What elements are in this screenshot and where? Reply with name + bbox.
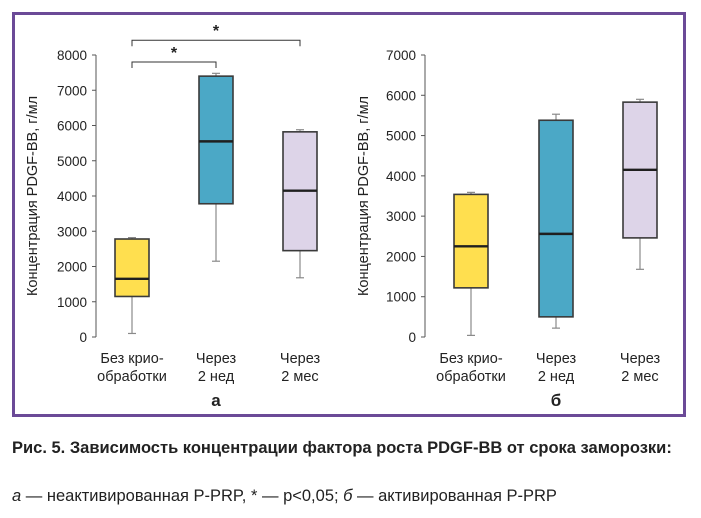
y-tick-label: 5000 [57, 154, 87, 169]
y-tick-label: 7000 [386, 48, 416, 63]
x-category-label: Через [280, 351, 321, 367]
figure-caption-legend: а — неактивированная P-PRP, * — p<0,05; … [12, 485, 692, 507]
y-tick-label: 1000 [57, 295, 87, 310]
y-tick-label: 4000 [57, 189, 87, 204]
y-axis-label: Концентрация PDGF-BB, г/мл [25, 96, 41, 296]
box [198, 75, 234, 205]
y-tick-label: 6000 [57, 119, 87, 134]
y-tick-label: 3000 [386, 209, 416, 224]
chart-panel-b: 0 1000 2000 3000 4000 5000 6000 7000 Концентраци… [356, 48, 660, 410]
y-tick-label: 5000 [386, 129, 416, 144]
x-category-label: обработки [97, 369, 167, 385]
y-axis-label: Концентрация PDGF-BB, г/мл [356, 96, 372, 296]
x-category-label: 2 мес [621, 369, 658, 385]
y-tick-label: 7000 [57, 83, 87, 98]
caption-text-a: — неактивированная P-PRP, * — p<0,05; [21, 487, 344, 505]
y-tick-label: 8000 [57, 48, 87, 63]
x-category-label: 2 нед [538, 369, 575, 385]
caption-letter-b: б [343, 487, 353, 505]
figure-frame: 0 1000 2000 3000 4000 5000 6000 7000 8000 Концент… [12, 12, 686, 417]
box [538, 119, 574, 318]
caption-text-b: — активированная P-PRP [352, 487, 557, 505]
figure-caption-title: Рис. 5. Зависимость концентрации фактора… [12, 439, 672, 457]
x-category-label: 2 нед [198, 369, 235, 385]
panel-label: б [551, 391, 562, 410]
x-category-label: 2 мес [281, 369, 318, 385]
significance-marker: * [171, 45, 178, 62]
y-tick-label: 2000 [386, 249, 416, 264]
significance-bracket [131, 39, 301, 47]
y-tick-label: 0 [408, 330, 416, 345]
chart-panel-a: 0 1000 2000 3000 4000 5000 6000 7000 8000 Концент… [25, 23, 320, 410]
panel-label: а [211, 391, 221, 410]
boxplot-figure: 0 1000 2000 3000 4000 5000 6000 7000 8000 Концент… [25, 23, 660, 410]
caption-letter-a: а [12, 487, 22, 505]
x-category-label: Через [196, 351, 237, 367]
x-category-label: обработки [436, 369, 506, 385]
x-category-label: Без крио- [100, 351, 164, 367]
x-category-label: Через [620, 351, 661, 367]
x-category-label: Через [536, 351, 577, 367]
y-tick-label: 1000 [386, 290, 416, 305]
y-tick-label: 3000 [57, 224, 87, 239]
significance-bracket [131, 61, 217, 69]
box [114, 238, 150, 298]
y-tick-label: 0 [79, 330, 87, 345]
significance-marker: * [213, 23, 220, 40]
x-category-label: Без крио- [439, 351, 503, 367]
y-tick-label: 2000 [57, 260, 87, 275]
y-tick-label: 6000 [386, 88, 416, 103]
box [453, 193, 489, 289]
y-tick-label: 4000 [386, 169, 416, 184]
